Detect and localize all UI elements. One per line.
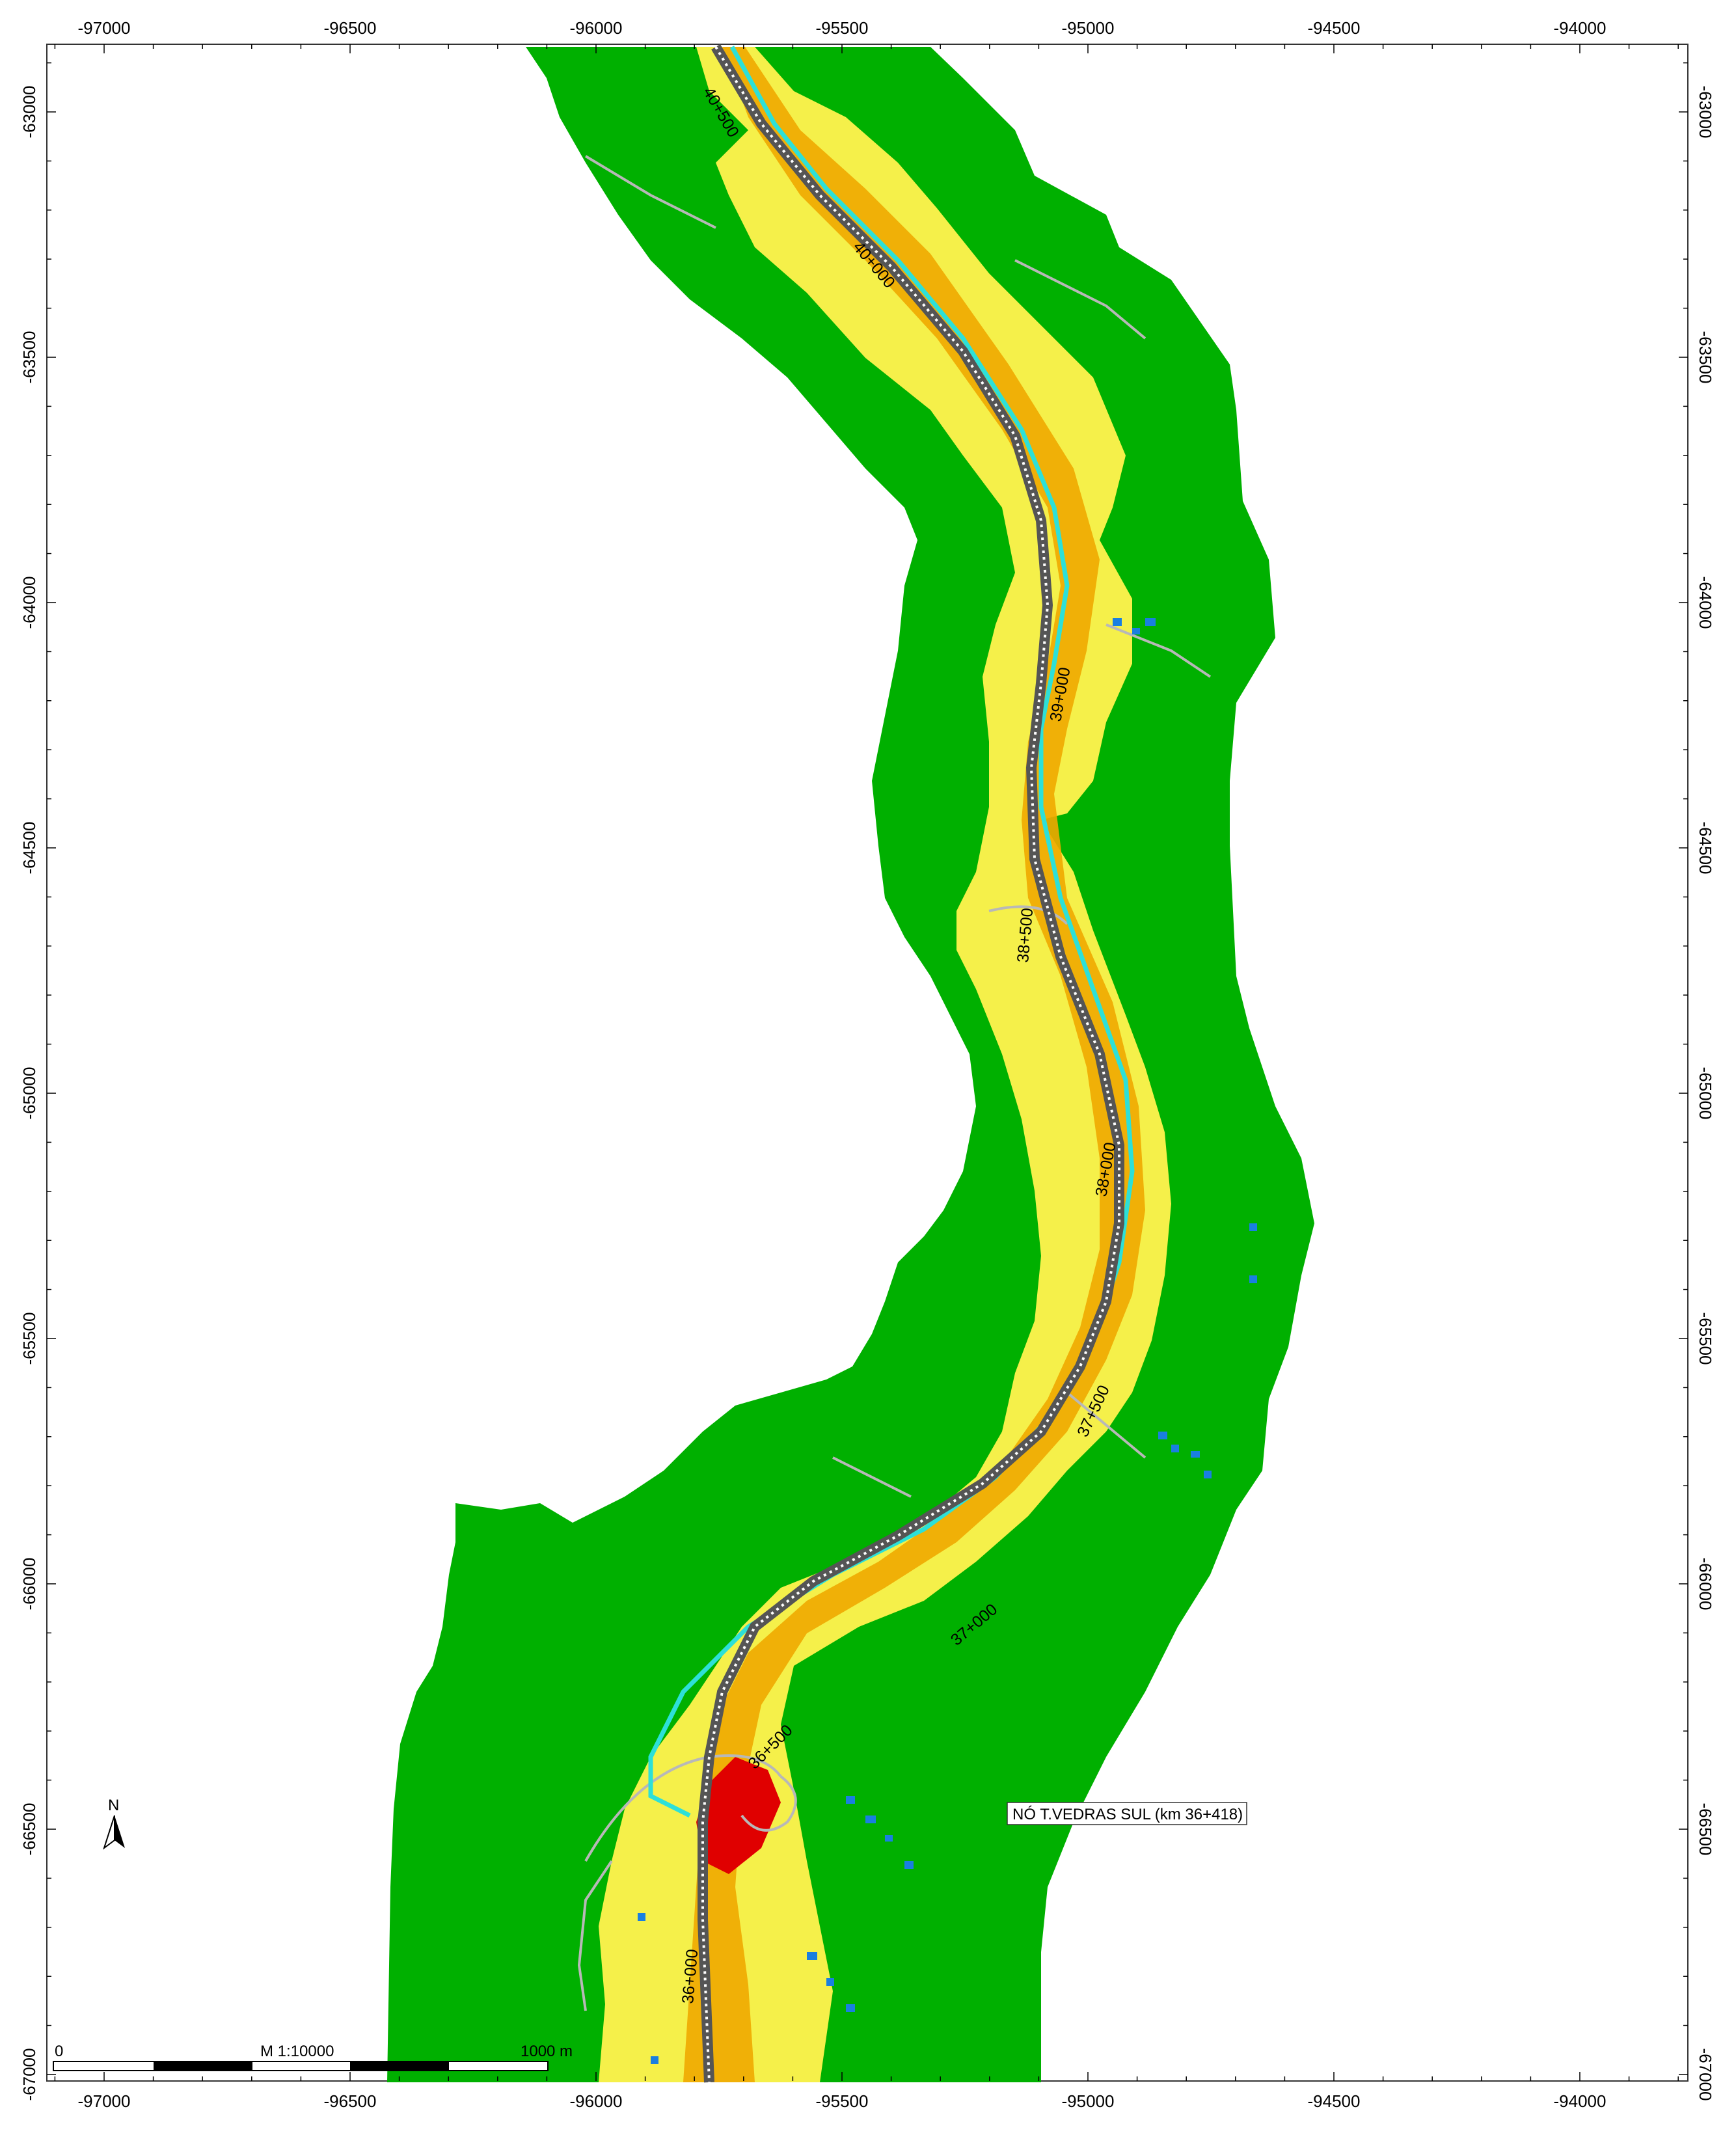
callout-label: NÓ T.VEDRAS SUL (km 36+418) bbox=[1012, 1806, 1243, 1823]
scale-start: 0 bbox=[55, 2043, 63, 2060]
x-tick-label-top: -96500 bbox=[324, 18, 377, 38]
buildings bbox=[638, 618, 1257, 2064]
y-tick-label-right: -66500 bbox=[1696, 1803, 1715, 1856]
x-tick-label-top: -96000 bbox=[570, 18, 623, 38]
x-tick-label-top: -94000 bbox=[1554, 18, 1607, 38]
axis-ticks: -97000 -97000 -96500 -96500 -96000 -96000 -955… bbox=[20, 18, 1715, 2111]
x-tick-label-bottom: -97000 bbox=[78, 2091, 131, 2111]
x-tick-label-bottom: -96000 bbox=[570, 2091, 623, 2111]
x-tick-label-bottom: -95500 bbox=[816, 2091, 869, 2111]
y-tick-label-right: -64500 bbox=[1696, 822, 1715, 875]
x-tick-label-top: -95500 bbox=[816, 18, 869, 38]
y-tick-label-left: -65500 bbox=[20, 1312, 39, 1365]
x-tick-label-top: -94500 bbox=[1308, 18, 1361, 38]
high-zone bbox=[696, 1757, 781, 1874]
medium-zone bbox=[599, 47, 1171, 2082]
y-tick-label-right: -66000 bbox=[1696, 1558, 1715, 1611]
x-tick-label-bottom: -94500 bbox=[1308, 2091, 1361, 2111]
railway-sleepers bbox=[701, 46, 1120, 2083]
x-tick-label-bottom: -95000 bbox=[1062, 2091, 1115, 2111]
y-tick-label-left: -65000 bbox=[20, 1067, 39, 1120]
y-tick-label-left: -64000 bbox=[20, 577, 39, 629]
inner-zone bbox=[683, 47, 1145, 2082]
y-tick-label-left: -64500 bbox=[20, 822, 39, 875]
y-tick-label-left: -67000 bbox=[20, 2048, 39, 2101]
y-tick-label-right: -65500 bbox=[1696, 1312, 1715, 1365]
y-tick-label-left: -66000 bbox=[20, 1558, 39, 1611]
y-tick-label-left: -63000 bbox=[20, 86, 39, 139]
y-tick-label-right: -63500 bbox=[1696, 331, 1715, 384]
road-network bbox=[577, 155, 1212, 2011]
callout-box bbox=[1007, 1802, 1247, 1825]
y-tick-label-right: -67000 bbox=[1696, 2048, 1715, 2101]
north-arrow-letter: N bbox=[108, 1797, 119, 1814]
north-arrow: N bbox=[103, 1797, 125, 1850]
scale-bar: 0 M 1:10000 1000 m bbox=[53, 2043, 573, 2071]
x-tick-label-bottom: -94000 bbox=[1554, 2091, 1607, 2111]
y-tick-label-left: -63500 bbox=[20, 331, 39, 384]
scale-end: 1000 m bbox=[521, 2043, 573, 2060]
scale-ratio: M 1:10000 bbox=[260, 2043, 334, 2060]
y-tick-label-right: -63000 bbox=[1696, 86, 1715, 139]
x-tick-label-top: -97000 bbox=[78, 18, 131, 38]
y-tick-label-right: -64000 bbox=[1696, 577, 1715, 629]
y-tick-label-left: -66500 bbox=[20, 1803, 39, 1856]
y-tick-label-right: -65000 bbox=[1696, 1067, 1715, 1120]
x-tick-label-top: -95000 bbox=[1062, 18, 1115, 38]
x-tick-label-bottom: -96500 bbox=[324, 2091, 377, 2111]
